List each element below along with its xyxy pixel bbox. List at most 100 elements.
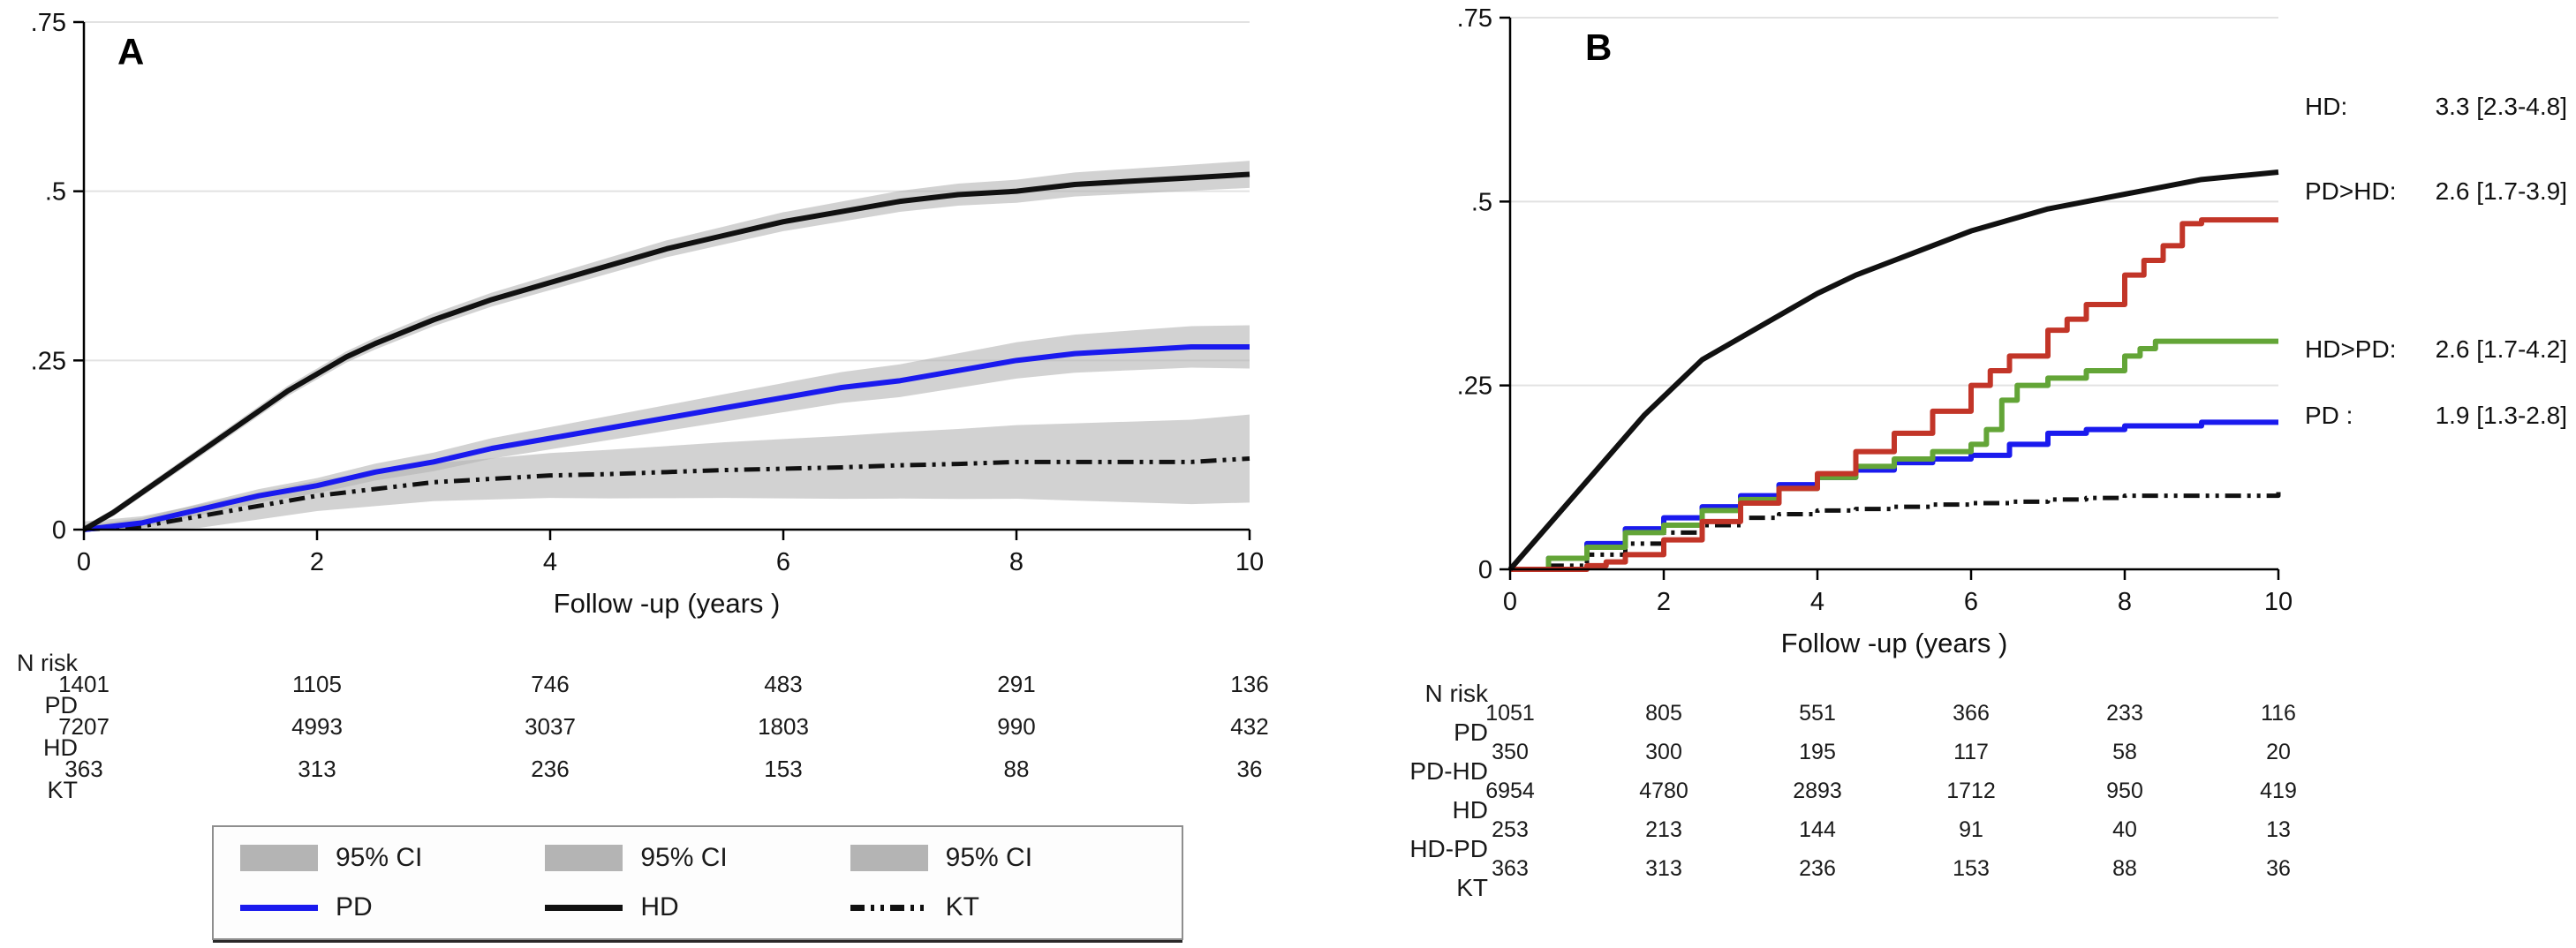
risk-count: 195: [1799, 740, 1836, 764]
legend-label: 95% CI: [945, 843, 1033, 872]
x-tick-label: 4: [543, 548, 557, 576]
x-axis-title: Follow -up (years ): [1781, 628, 2008, 658]
hd-line-swatch: [545, 904, 623, 911]
pd-line-swatch: [240, 904, 318, 911]
risk-table-numbers: 1051 805 551 366 233 116 350 300 195 117 58 20 6954 4…: [1433, 694, 2355, 888]
legend-item-ci-2: 95% CI: [545, 843, 850, 873]
risk-count: 363: [1492, 856, 1529, 881]
risk-count: 117: [1953, 740, 1989, 764]
x-tick-label: 8: [1009, 548, 1024, 576]
panel-letter: A: [117, 31, 144, 72]
legend-label: HD: [640, 892, 679, 922]
legend-label: KT: [945, 892, 979, 922]
annotation-label: HD:: [2305, 93, 2347, 120]
ci-swatch: [545, 845, 623, 871]
annotation-value: 2.6 [1.7-4.2]: [2436, 335, 2567, 363]
y-tick-label: .75: [31, 9, 66, 37]
panel-a-legend: 95% CI 95% CI 95% CI PD HD KT: [212, 825, 1183, 940]
y-tick-label: .5: [1471, 188, 1492, 216]
x-tick-label: 8: [2118, 588, 2132, 616]
risk-count: 1712: [1946, 779, 1996, 803]
legend-item-ci-3: 95% CI: [850, 843, 1155, 873]
risk-count: 13: [2266, 817, 2291, 842]
risk-table-labels: N risk PD PD-HD HD HD-PD KT: [1316, 674, 1488, 907]
ci-swatch: [240, 845, 318, 871]
series-line-HD>PD: [1510, 338, 2278, 572]
risk-row-label: HD: [43, 734, 78, 761]
risk-count: 350: [1492, 740, 1529, 764]
risk-count: 313: [298, 756, 336, 782]
risk-count: 4780: [1639, 779, 1688, 803]
series-line-HD: [82, 171, 1250, 532]
x-tick-label: 2: [1657, 588, 1671, 616]
annotation-label: PD>HD:: [2305, 177, 2396, 205]
annotation-value: 3.3 [2.3-4.8]: [2436, 93, 2567, 120]
risk-table-labels: N risk PD HD KT: [0, 642, 78, 811]
risk-count: 551: [1799, 701, 1836, 726]
risk-row-label: N risk: [17, 650, 78, 676]
risk-count: 1803: [758, 713, 809, 740]
panel-b-chart: 0 .25 .5 .75 0 2 4 6 8 10 Follow -up (years ) B HD: 3…: [1457, 4, 2567, 658]
risk-row-label: N risk: [1424, 680, 1488, 707]
risk-count: 58: [2112, 740, 2137, 764]
risk-count: 236: [531, 756, 570, 782]
x-tick-label: 10: [1235, 548, 1264, 576]
panel-a-risk-table: N risk PD HD KT 1401 1105 746 483 291 136 7207 4993…: [0, 642, 1316, 818]
annotation-label: PD :: [2305, 402, 2353, 429]
risk-count: 313: [1645, 856, 1682, 881]
x-axis-title: Follow -up (years ): [554, 588, 781, 619]
ci-band-PD: [84, 325, 1250, 530]
risk-count: 363: [64, 756, 103, 782]
risk-count: 153: [1953, 856, 1990, 881]
risk-row-label: PD: [44, 692, 78, 719]
legend-item-ci-1: 95% CI: [240, 843, 545, 873]
risk-count: 136: [1230, 671, 1269, 697]
annotation-value: 2.6 [1.7-3.9]: [2436, 177, 2567, 205]
risk-count: 153: [764, 756, 803, 782]
x-tick-label: 4: [1810, 588, 1824, 616]
y-tick-label: .25: [31, 347, 66, 375]
risk-count: 213: [1645, 817, 1682, 842]
risk-count: 7207: [58, 713, 110, 740]
risk-table-numbers: 1401 1105 746 483 291 136 7207 4993 3037 1803 990 4…: [0, 663, 1366, 790]
risk-count: 1051: [1485, 701, 1535, 726]
risk-count: 1401: [58, 671, 110, 697]
legend-item-kt: KT: [850, 892, 1155, 922]
risk-row-label: KT: [1456, 874, 1488, 901]
risk-count: 3037: [525, 713, 576, 740]
panel-a: 0 .25 .5 .75 0 2 4 6 8 10 Follow -up (years ) A N r…: [0, 9, 1316, 940]
risk-count: 116: [2261, 701, 2296, 726]
x-tick-label: 0: [1503, 588, 1517, 616]
risk-count: 88: [1003, 756, 1030, 782]
x-tick-label: 6: [776, 548, 790, 576]
risk-count: 91: [1959, 817, 1983, 842]
x-tick-label: 10: [2264, 588, 2293, 616]
annotation-label: HD>PD:: [2305, 335, 2396, 363]
ci-swatch: [850, 845, 928, 871]
annotation-value: 1.9 [1.3-2.8]: [2436, 402, 2567, 429]
risk-count: 144: [1799, 817, 1836, 842]
y-tick-label: .5: [45, 178, 66, 207]
risk-count: 40: [2112, 817, 2137, 842]
y-tick-label: .75: [1457, 4, 1492, 33]
risk-row-label: HD: [1452, 796, 1488, 824]
risk-count: 483: [764, 671, 803, 697]
x-tick-label: 2: [310, 548, 324, 576]
risk-count: 291: [997, 671, 1036, 697]
series-line-KT: [1510, 492, 2281, 572]
risk-count: 36: [1236, 756, 1263, 782]
risk-count: 950: [2106, 779, 2143, 803]
risk-count: 366: [1953, 701, 1990, 726]
risk-count: 2893: [1793, 779, 1842, 803]
risk-row-label: PD: [1454, 719, 1488, 746]
risk-count: 233: [2106, 701, 2143, 726]
legend-label: 95% CI: [640, 843, 728, 872]
risk-count: 253: [1492, 817, 1529, 842]
risk-count: 6954: [1485, 779, 1535, 803]
panel-a-chart: 0 .25 .5 .75 0 2 4 6 8 10 Follow -up (years ) A: [31, 9, 1264, 619]
risk-count: 1105: [292, 671, 342, 697]
series-line-KT: [83, 456, 1250, 532]
risk-row-label: HD-PD: [1409, 835, 1488, 862]
series-line-PD: [83, 344, 1250, 532]
